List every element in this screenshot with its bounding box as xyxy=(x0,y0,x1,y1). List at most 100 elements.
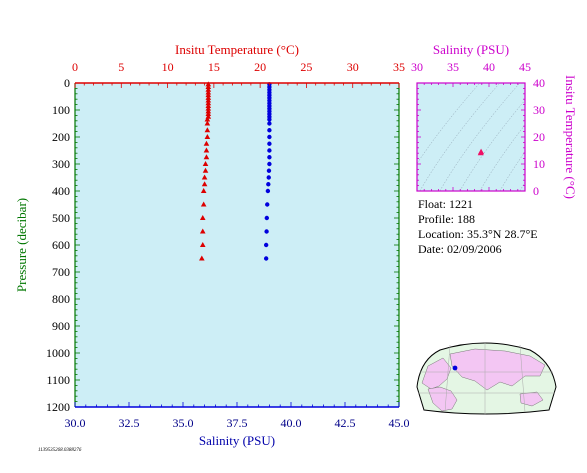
y-tick-label: 600 xyxy=(52,238,70,252)
main-plot-axes: 0100200300400500600700800900100011001200… xyxy=(46,60,410,430)
inset-right-axis-title: Insitu Temperature (°C) xyxy=(563,75,578,199)
top-tick-label: 35 xyxy=(393,60,405,74)
inset-plot-area xyxy=(417,83,525,191)
salinity-point xyxy=(263,242,269,248)
salinity-point xyxy=(267,161,272,167)
y-tick-label: 100 xyxy=(52,103,70,117)
y-tick-label: 1000 xyxy=(46,346,70,360)
bottom-tick-label: 30.0 xyxy=(65,416,86,430)
salinity-point xyxy=(267,117,272,122)
inset-top-tick-label: 45 xyxy=(519,60,531,74)
top-tick-label: 25 xyxy=(300,60,312,74)
temperature-point xyxy=(200,188,207,193)
salinity-point xyxy=(266,182,271,187)
salinity-point xyxy=(267,134,272,140)
temperature-point xyxy=(204,134,211,139)
salinity-point xyxy=(265,202,270,207)
y-tick-label: 300 xyxy=(52,157,70,171)
bottom-tick-label: 32.5 xyxy=(119,416,140,430)
salinity-point xyxy=(267,128,272,133)
temperature-point xyxy=(205,111,212,117)
top-tick-label: 0 xyxy=(72,60,78,74)
temperature-point xyxy=(203,154,210,160)
temperature-point xyxy=(199,255,205,261)
map-land-australia xyxy=(519,391,544,407)
inset-top-tick-label: 30 xyxy=(411,60,423,74)
temperature-point xyxy=(205,81,212,87)
temperature-point xyxy=(205,84,212,90)
date: Date: 02/09/2006 xyxy=(418,242,502,256)
y-axis-title: Pressure (decibar) xyxy=(14,198,29,292)
salinity-point xyxy=(267,155,272,160)
temperature-point xyxy=(204,127,211,133)
float-location-marker xyxy=(452,365,458,371)
salinity-point xyxy=(267,121,272,126)
inset-right-tick-label: 0 xyxy=(533,184,539,198)
temperature-point xyxy=(205,105,212,111)
temperature-point xyxy=(200,201,207,207)
ts-point xyxy=(477,149,484,156)
temperature-point xyxy=(205,100,212,106)
temperature-point xyxy=(203,147,210,153)
float-info-panel: Float: 1221 Profile: 188 Location: 35.3°… xyxy=(418,197,538,257)
salinity-point xyxy=(264,229,269,234)
main-plot-area xyxy=(75,83,399,407)
salinity-point xyxy=(266,175,271,180)
temperature-point xyxy=(202,167,209,173)
y-tick-label: 0 xyxy=(64,76,70,90)
y-tick-label: 800 xyxy=(52,292,70,306)
bottom-tick-label: 45.0 xyxy=(389,416,410,430)
inset-marks xyxy=(477,148,485,156)
inset-right-tick-label: 40 xyxy=(533,76,545,90)
top-axis-title: Insitu Temperature (°C) xyxy=(175,42,299,57)
bottom-tick-label: 42.5 xyxy=(335,416,356,430)
temperature-point xyxy=(203,140,210,146)
inset-right-tick-label: 20 xyxy=(533,130,545,144)
temperature-point xyxy=(201,181,208,187)
temperature-point xyxy=(199,242,206,247)
temperature-point xyxy=(205,92,212,98)
inset-right-tick-label: 10 xyxy=(533,157,545,171)
temperature-point xyxy=(204,120,211,126)
top-tick-label: 10 xyxy=(162,60,174,74)
salinity-point xyxy=(267,148,272,153)
top-tick-label: 5 xyxy=(118,60,124,74)
temperature-point xyxy=(199,228,206,234)
top-tick-label: 20 xyxy=(254,60,266,74)
temperature-point xyxy=(205,108,212,114)
location: Location: 35.3°N 28.7°E xyxy=(418,227,538,241)
y-tick-label: 1200 xyxy=(46,400,70,414)
world-map xyxy=(416,342,557,415)
y-tick-label: 900 xyxy=(52,319,70,333)
y-tick-label: 500 xyxy=(52,211,70,225)
temperature-point xyxy=(199,215,206,220)
salinity-point xyxy=(263,256,269,261)
salinity-point xyxy=(267,141,272,146)
float-id: Float: 1221 xyxy=(418,197,474,211)
inset-top-axis-title: Salinity (PSU) xyxy=(433,42,509,57)
y-tick-label: 700 xyxy=(52,265,70,279)
temperature-point xyxy=(205,102,212,108)
temperature-point xyxy=(202,161,209,166)
y-tick-label: 200 xyxy=(52,130,70,144)
bottom-tick-label: 35.0 xyxy=(173,416,194,430)
y-tick-label: 400 xyxy=(52,184,70,198)
salinity-point xyxy=(265,188,271,194)
profile-number: Profile: 188 xyxy=(418,212,475,226)
y-tick-label: 1100 xyxy=(46,373,70,387)
inset-top-tick-label: 40 xyxy=(483,60,495,74)
main-plot-marks xyxy=(199,81,272,261)
temperature-point xyxy=(204,116,211,122)
footer-code: 1139535268.0388276 xyxy=(38,448,82,453)
temperature-point xyxy=(205,86,212,92)
temperature-point xyxy=(201,174,208,180)
temperature-point xyxy=(205,94,212,100)
top-tick-label: 30 xyxy=(347,60,359,74)
temperature-point xyxy=(205,97,212,103)
top-tick-label: 15 xyxy=(208,60,220,74)
inset-right-tick-label: 30 xyxy=(533,103,545,117)
bottom-axis-title: Salinity (PSU) xyxy=(199,433,275,448)
inset-top-tick-label: 35 xyxy=(447,60,459,74)
